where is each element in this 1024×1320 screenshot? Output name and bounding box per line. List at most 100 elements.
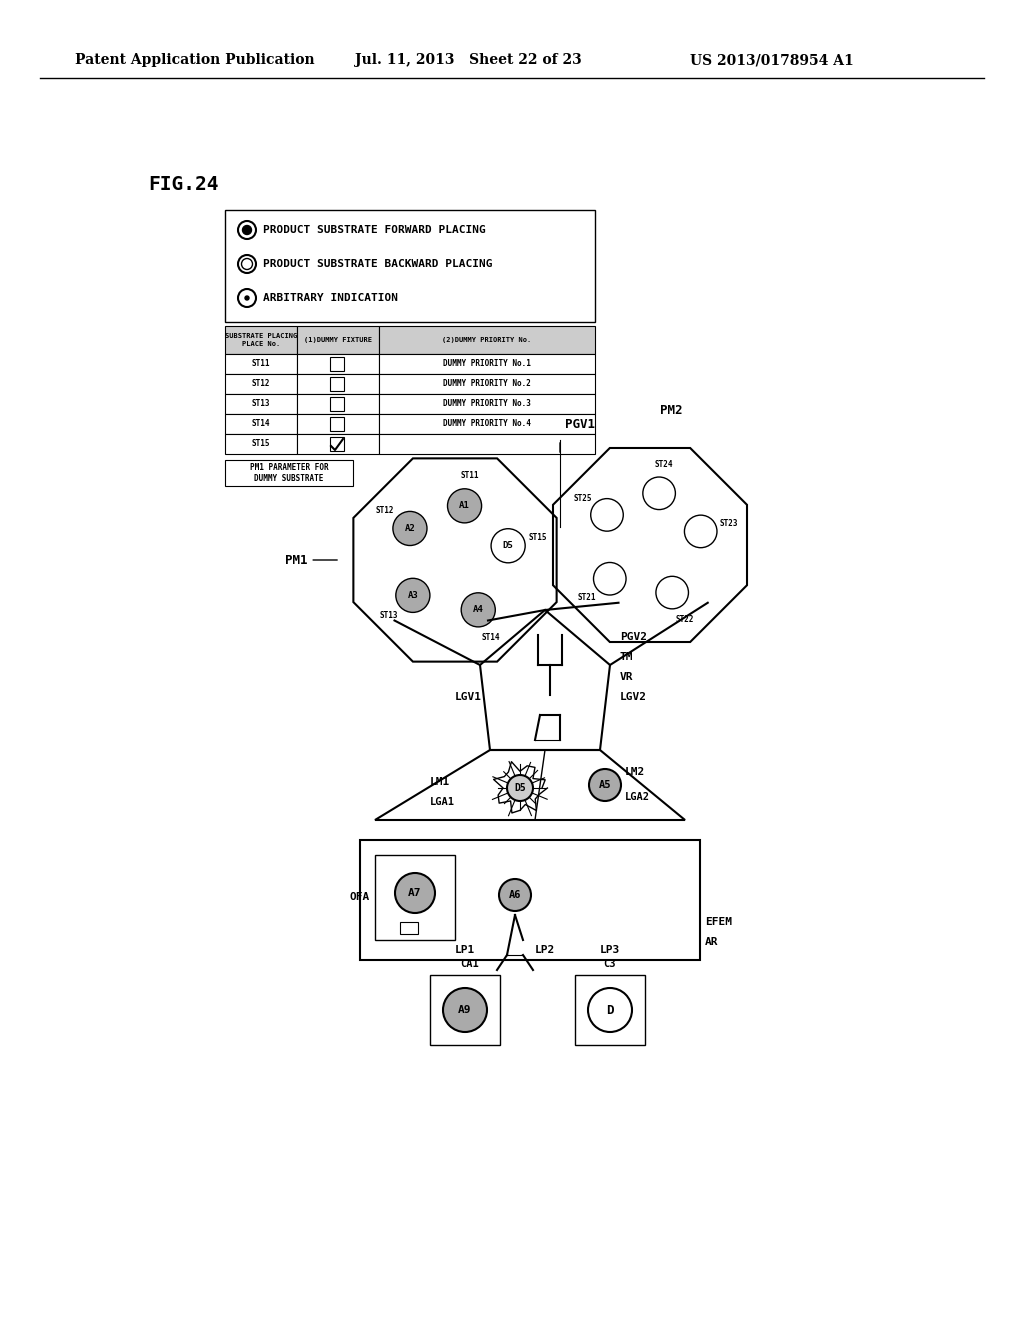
Text: A2: A2 [404,524,416,533]
Text: CA1: CA1 [461,960,479,969]
Text: C3: C3 [604,960,616,969]
Text: (2)DUMMY PRIORITY No.: (2)DUMMY PRIORITY No. [442,337,531,343]
FancyBboxPatch shape [379,393,595,414]
Text: PM1 PARAMETER FOR
DUMMY SUBSTRATE: PM1 PARAMETER FOR DUMMY SUBSTRATE [250,463,329,483]
FancyBboxPatch shape [225,393,297,414]
Text: EFEM: EFEM [705,917,732,927]
Circle shape [461,593,496,627]
Text: ST13: ST13 [380,611,398,619]
Text: PM2: PM2 [660,404,683,417]
FancyBboxPatch shape [225,354,297,374]
Text: Jul. 11, 2013   Sheet 22 of 23: Jul. 11, 2013 Sheet 22 of 23 [355,53,582,67]
Text: SUBSTRATE PLACING
PLACE No.: SUBSTRATE PLACING PLACE No. [225,334,297,346]
Text: LM2: LM2 [625,767,645,777]
Circle shape [447,488,481,523]
FancyBboxPatch shape [330,417,344,432]
FancyBboxPatch shape [225,210,595,322]
Text: US 2013/0178954 A1: US 2013/0178954 A1 [690,53,854,67]
FancyBboxPatch shape [430,975,500,1045]
Text: ST14: ST14 [482,634,501,643]
Text: LM1: LM1 [430,777,451,787]
Text: (1)DUMMY FIXTURE: (1)DUMMY FIXTURE [304,337,372,343]
Text: A5: A5 [599,780,611,789]
Text: LP3: LP3 [600,945,621,954]
Text: LGA1: LGA1 [430,797,455,807]
Circle shape [393,511,427,545]
Circle shape [499,879,531,911]
FancyBboxPatch shape [225,374,297,393]
FancyBboxPatch shape [330,356,344,371]
Text: A6: A6 [509,890,521,900]
FancyBboxPatch shape [379,434,595,454]
Circle shape [443,987,487,1032]
FancyBboxPatch shape [360,840,700,960]
Text: LP1: LP1 [455,945,475,954]
Text: DUMMY PRIORITY No.1: DUMMY PRIORITY No.1 [443,359,530,368]
FancyBboxPatch shape [297,354,379,374]
Text: A1: A1 [459,502,470,511]
Text: ARBITRARY INDICATION: ARBITRARY INDICATION [263,293,398,304]
Text: A4: A4 [473,606,483,614]
Text: FIG.24: FIG.24 [148,176,218,194]
Text: VR: VR [620,672,634,682]
Circle shape [243,226,252,235]
Text: DUMMY PRIORITY No.4: DUMMY PRIORITY No.4 [443,420,530,429]
Circle shape [395,873,435,913]
Text: ST23: ST23 [720,519,738,528]
FancyBboxPatch shape [225,326,297,354]
Text: LGA2: LGA2 [625,792,650,803]
Text: DUMMY PRIORITY No.2: DUMMY PRIORITY No.2 [443,380,530,388]
Text: A9: A9 [459,1005,472,1015]
Text: ST15: ST15 [528,533,547,543]
Circle shape [507,775,534,801]
FancyBboxPatch shape [379,414,595,434]
FancyBboxPatch shape [575,975,645,1045]
Text: ST11: ST11 [252,359,270,368]
Text: ST12: ST12 [252,380,270,388]
FancyBboxPatch shape [225,434,297,454]
Text: D5: D5 [503,541,513,550]
Text: ST24: ST24 [655,459,674,469]
Text: Patent Application Publication: Patent Application Publication [75,53,314,67]
Text: ST21: ST21 [578,593,597,602]
Text: DUMMY PRIORITY No.3: DUMMY PRIORITY No.3 [443,400,530,408]
Text: PGV1: PGV1 [565,418,595,432]
Text: PGV2: PGV2 [620,632,647,642]
FancyBboxPatch shape [379,326,595,354]
Text: ST15: ST15 [252,440,270,449]
Text: ST22: ST22 [676,615,694,624]
FancyBboxPatch shape [297,414,379,434]
Circle shape [492,529,525,562]
FancyBboxPatch shape [297,374,379,393]
FancyBboxPatch shape [375,855,455,940]
FancyBboxPatch shape [297,434,379,454]
FancyBboxPatch shape [379,354,595,374]
FancyBboxPatch shape [379,374,595,393]
Text: ST14: ST14 [252,420,270,429]
Text: ST11: ST11 [461,471,479,480]
Text: A7: A7 [409,888,422,898]
Text: LGV2: LGV2 [620,692,647,702]
Text: LP2: LP2 [535,945,555,954]
FancyBboxPatch shape [297,326,379,354]
Text: OFA: OFA [350,892,370,903]
FancyBboxPatch shape [330,378,344,391]
Text: PRODUCT SUBSTRATE BACKWARD PLACING: PRODUCT SUBSTRATE BACKWARD PLACING [263,259,493,269]
Text: AR: AR [705,937,719,946]
FancyBboxPatch shape [400,921,418,935]
Text: ST12: ST12 [376,507,394,515]
FancyBboxPatch shape [297,393,379,414]
Text: D5: D5 [514,783,526,793]
Circle shape [396,578,430,612]
Text: A3: A3 [408,591,418,599]
Text: ST13: ST13 [252,400,270,408]
FancyBboxPatch shape [225,414,297,434]
Text: ST25: ST25 [573,494,592,503]
Text: PM1: PM1 [285,553,337,566]
Text: D: D [606,1003,613,1016]
Text: TM: TM [620,652,634,663]
Circle shape [589,770,621,801]
Text: LGV1: LGV1 [455,692,482,702]
Circle shape [245,296,249,300]
Text: PRODUCT SUBSTRATE FORWARD PLACING: PRODUCT SUBSTRATE FORWARD PLACING [263,224,485,235]
